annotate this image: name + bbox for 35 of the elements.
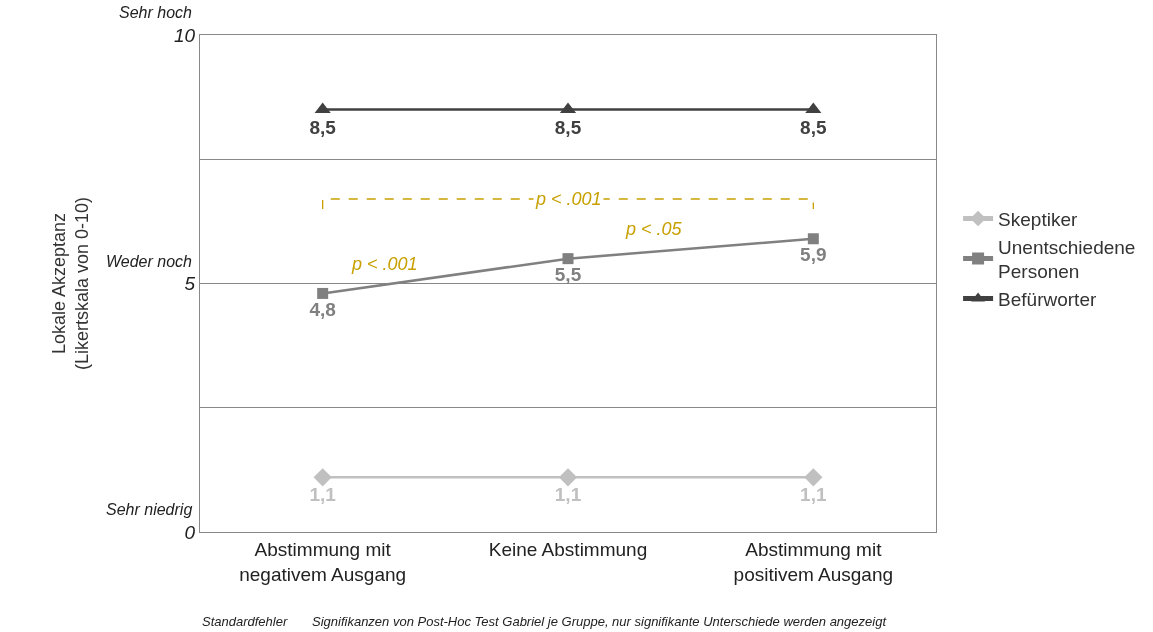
text: Sehr hoch [119, 4, 193, 21]
y-tick-label: 10 [174, 24, 196, 46]
text: Standardfehler [202, 614, 288, 629]
x-tick-label: Abstimmung mit positivem Ausgang [733, 538, 894, 585]
data-label: 8,5 [554, 116, 582, 138]
data-label: 1,1 [554, 484, 582, 506]
data-label: 5,9 [800, 243, 827, 265]
legend-label: Befürworter [998, 289, 1097, 311]
data-label: 1,1 [800, 484, 827, 506]
point [805, 102, 822, 114]
data-label: 4,8 [309, 298, 336, 320]
text: Weder noch [106, 253, 193, 270]
point [807, 233, 819, 245]
y-tick-label: 5 [184, 273, 196, 295]
legend-label: Unentschiedene Personen [998, 236, 1136, 283]
y-tick-label: 0 [184, 521, 196, 543]
text: Sehr niedrig [106, 501, 193, 518]
point [804, 468, 823, 487]
point [314, 102, 331, 114]
data-label: 8,5 [800, 116, 827, 138]
data-label: 5,5 [554, 263, 582, 285]
data-label: 8,5 [309, 116, 337, 138]
point [558, 468, 578, 487]
point [313, 468, 332, 487]
annotation: p < .05 [625, 219, 683, 239]
legend-label: Skeptiker [998, 208, 1078, 230]
y-axis-title: Lokale Akzeptanz (Likertskala von 0-10) [48, 196, 93, 371]
annotation: p < .001 [351, 254, 418, 274]
annotation: p < .001 [535, 189, 602, 209]
data-label: 1,1 [309, 484, 337, 506]
text: Signifikanzen von Post-Hoc Test Gabriel je Gruppe, nur signifikante Unterschiede werden angezeigt [312, 614, 888, 629]
point [317, 287, 329, 299]
point [562, 253, 574, 265]
x-tick-label: Abstimmung mit negativem Ausgang [239, 538, 407, 585]
x-tick-label: Keine Abstimmung [488, 538, 648, 560]
